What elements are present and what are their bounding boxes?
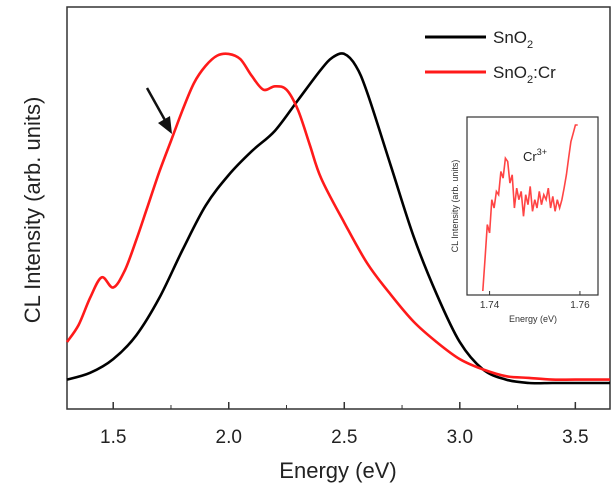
legend-label-sno2cr-suffix: :Cr xyxy=(533,63,556,82)
inset-x-tick-label: 1.76 xyxy=(570,300,590,311)
x-tick-label: 1.5 xyxy=(100,427,126,448)
series-layer xyxy=(65,52,610,385)
legend-label-sno2: SnO2 xyxy=(493,28,533,51)
inset-annotation: Cr3+ xyxy=(523,147,547,164)
legend: SnO2 SnO2:Cr xyxy=(425,28,556,86)
arrow-head xyxy=(158,116,172,134)
x-tick-label: 3.0 xyxy=(447,427,473,448)
inset-plot: Cr3+ 1.74 1.76 Energy (eV) CL Intensity (… xyxy=(450,116,599,324)
inset-y-axis-title: CL Intensity (arb. units) xyxy=(450,160,460,253)
x-tick-label: 2.5 xyxy=(331,427,357,448)
x-tick-label: 2.0 xyxy=(216,427,242,448)
legend-label-sno2-cr: SnO2:Cr xyxy=(493,63,556,86)
series-line-sno2 xyxy=(66,52,610,385)
inset-x-axis-title: Energy (eV) xyxy=(509,314,557,324)
x-tick-label: 3.5 xyxy=(562,427,588,448)
inset-x-ticks: 1.74 1.76 xyxy=(480,291,590,311)
inset-annotation-base: Cr xyxy=(523,149,537,164)
annotation-arrow xyxy=(145,87,172,134)
series-line-sno2-cr xyxy=(65,52,610,382)
x-axis-title: Energy (eV) xyxy=(279,458,396,483)
plot-frame xyxy=(66,6,611,410)
inset-annotation-sup: 3+ xyxy=(537,147,547,157)
legend-label-sno2-sub: 2 xyxy=(527,39,533,51)
arrow-shaft xyxy=(145,87,168,123)
legend-label-sno2cr-base: SnO xyxy=(493,63,527,82)
inset-series-line xyxy=(482,124,578,292)
x-axis-ticks: 1.5 2.0 2.5 3.0 3.5 xyxy=(100,402,589,448)
inset-x-tick-label: 1.74 xyxy=(480,300,500,311)
legend-label-sno2-base: SnO xyxy=(493,28,527,47)
legend-label-sno2cr-sub: 2 xyxy=(527,74,533,86)
y-axis-title: CL Intensity (arb. units) xyxy=(20,97,45,324)
inset-series-layer xyxy=(482,124,578,292)
